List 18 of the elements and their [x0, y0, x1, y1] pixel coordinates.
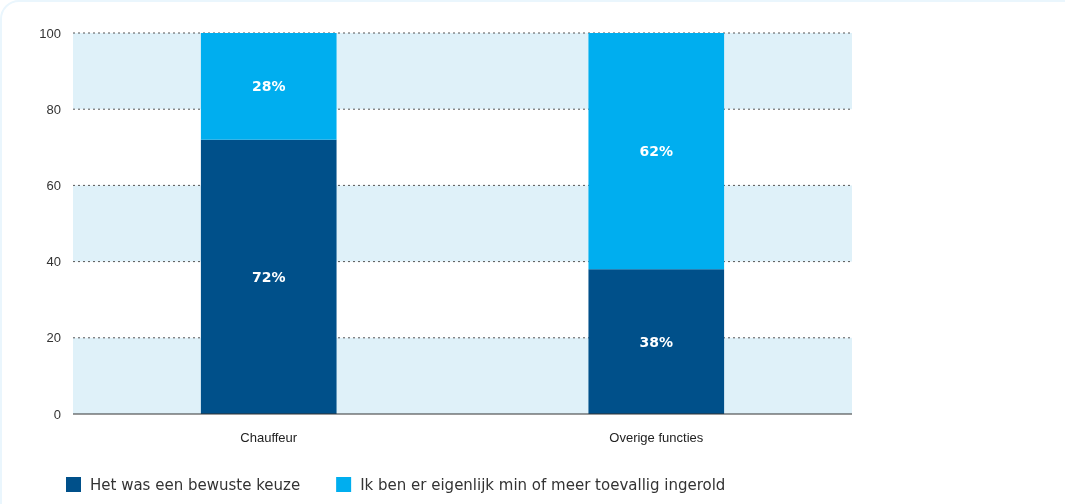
- bar: [588, 269, 725, 414]
- data-label: 28%: [251, 78, 286, 95]
- y-tick-label: 100: [39, 25, 61, 41]
- legend-label: Ik ben er eigenlijk min of meer toevallig ingerold: [360, 476, 726, 494]
- y-tick-label: 0: [53, 406, 61, 422]
- y-tick-label: 60: [46, 178, 61, 194]
- x-tick-label: Overige functies: [609, 429, 704, 445]
- y-tick-label: 80: [46, 101, 61, 117]
- data-label: 72%: [251, 268, 286, 285]
- data-label: 62%: [639, 143, 674, 160]
- data-label: 38%: [639, 333, 674, 350]
- y-tick-label: 40: [46, 254, 61, 270]
- legend-label: Het was een bewuste keuze: [90, 476, 301, 494]
- bar: [200, 33, 337, 140]
- y-tick-label: 20: [46, 330, 61, 346]
- x-tick-label: Chauffeur: [240, 429, 298, 445]
- bar: [588, 33, 725, 270]
- bar: [200, 139, 337, 414]
